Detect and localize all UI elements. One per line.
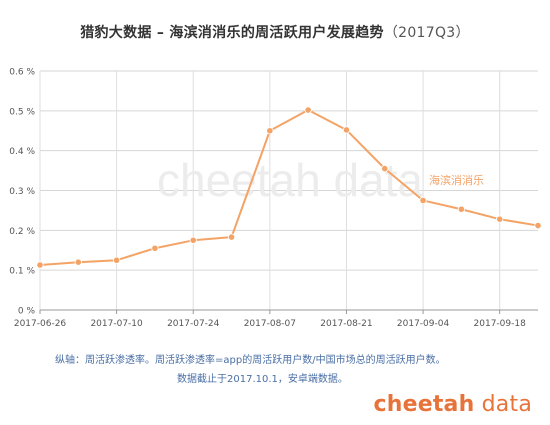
data-point	[534, 221, 542, 230]
series-line	[39, 109, 539, 266]
data-point	[151, 244, 159, 252]
x-tick-label: 2017-09-18	[474, 319, 527, 329]
chart-period: （2017Q3）	[383, 25, 470, 41]
data-point	[457, 205, 465, 213]
y-tick-label: 0.2 %	[9, 227, 35, 237]
x-tick-label: 2017-09-04	[397, 319, 450, 329]
y-tick-label: 0.5 %	[9, 107, 35, 117]
data-point	[36, 261, 44, 269]
footnote-axis: 纵轴：周活跃渗透率。周活跃渗透率=app的周活跃用户数/中国市场总的周活跃用户数…	[55, 355, 446, 366]
x-tick-label: 2017-08-21	[320, 319, 372, 329]
data-point	[227, 233, 236, 241]
y-tick-label: 0.6 %	[9, 68, 35, 78]
brand-logo-bold: cheetah	[373, 392, 475, 417]
data-point	[419, 196, 427, 205]
data-point	[189, 236, 197, 244]
watermark: cheetah data	[157, 154, 423, 206]
brand-logo-light: data	[474, 392, 532, 417]
y-tick-label: 0 %	[18, 307, 36, 317]
brand-logo: cheetah data	[373, 392, 532, 417]
y-tick-label: 0.4 %	[9, 147, 35, 157]
axes: 0 % 0.1 % 0.2 % 0.3 % 0.4 % 0.5 % 0.6 % 2017-06…	[9, 68, 538, 329]
data-point	[74, 258, 82, 266]
data-point	[342, 126, 351, 134]
data-point	[266, 127, 274, 135]
x-tick-label: 2017-07-24	[167, 319, 220, 329]
footnote-source: 数据截止于2017.10.1，安卓端数据。	[177, 374, 348, 385]
series-label: 海滨消消乐	[429, 173, 484, 187]
chart-title: 猎豹大数据 – 海滨消消乐的周活跃用户发展趋势（2017Q3）	[0, 22, 550, 42]
y-tick-label: 0.1 %	[9, 267, 35, 277]
series-layer: 海滨消消乐	[36, 106, 542, 269]
chart-title-text: 猎豹大数据 – 海滨消消乐的周活跃用户发展趋势	[80, 25, 384, 41]
data-point	[113, 256, 121, 264]
x-tick-label: 2017-06-26	[14, 319, 67, 329]
data-point	[381, 164, 389, 173]
grid	[39, 70, 538, 310]
x-tick-label: 2017-08-07	[244, 319, 296, 329]
data-point	[496, 215, 504, 223]
y-tick-label: 0.3 %	[9, 187, 35, 197]
x-tick-label: 2017-07-10	[90, 319, 143, 329]
data-point	[304, 106, 312, 114]
